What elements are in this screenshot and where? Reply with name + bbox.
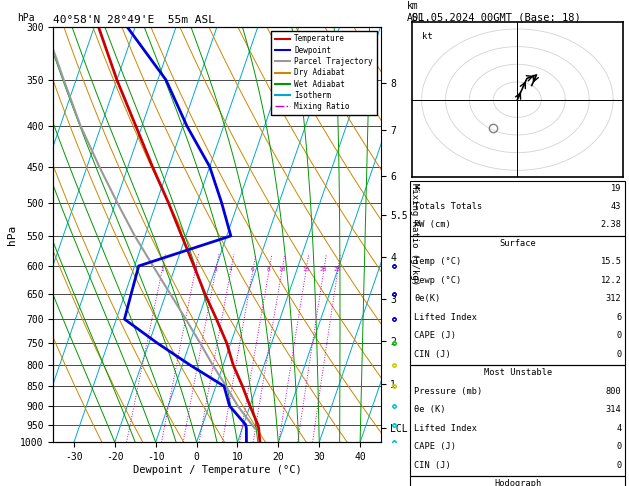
Text: CAPE (J): CAPE (J) — [414, 442, 456, 451]
Text: 4: 4 — [229, 267, 233, 272]
Text: 10: 10 — [278, 267, 286, 272]
Text: 2: 2 — [193, 267, 197, 272]
Text: PW (cm): PW (cm) — [414, 221, 450, 229]
Text: 12.2: 12.2 — [601, 276, 621, 285]
Text: 0: 0 — [616, 331, 621, 340]
Text: 6: 6 — [616, 313, 621, 322]
Text: 6: 6 — [251, 267, 255, 272]
Text: Lifted Index: Lifted Index — [414, 424, 477, 433]
Text: km
ASL: km ASL — [407, 1, 425, 22]
Text: kt: kt — [421, 33, 432, 41]
Y-axis label: Mixing Ratio (g/kg): Mixing Ratio (g/kg) — [410, 183, 419, 286]
Text: Most Unstable: Most Unstable — [484, 368, 552, 377]
Text: 800: 800 — [606, 387, 621, 396]
Text: 40°58'N 28°49'E  55m ASL: 40°58'N 28°49'E 55m ASL — [53, 15, 216, 25]
Text: Temp (°C): Temp (°C) — [414, 258, 461, 266]
Text: 19: 19 — [611, 184, 621, 192]
Text: Hodograph: Hodograph — [494, 479, 542, 486]
Text: Lifted Index: Lifted Index — [414, 313, 477, 322]
Text: Dewp (°C): Dewp (°C) — [414, 276, 461, 285]
Text: Totals Totals: Totals Totals — [414, 202, 482, 211]
Text: 3: 3 — [214, 267, 218, 272]
Text: θe(K): θe(K) — [414, 295, 440, 303]
Text: 0: 0 — [616, 442, 621, 451]
Text: 25: 25 — [334, 267, 342, 272]
X-axis label: Dewpoint / Temperature (°C): Dewpoint / Temperature (°C) — [133, 465, 301, 475]
Text: 2.38: 2.38 — [601, 221, 621, 229]
Text: hPa: hPa — [18, 13, 35, 22]
Text: 4: 4 — [616, 424, 621, 433]
Text: 1: 1 — [160, 267, 164, 272]
Y-axis label: hPa: hPa — [8, 225, 18, 244]
Text: 43: 43 — [611, 202, 621, 211]
Text: CIN (J): CIN (J) — [414, 461, 450, 469]
Text: 15.5: 15.5 — [601, 258, 621, 266]
Text: 01.05.2024 00GMT (Base: 18): 01.05.2024 00GMT (Base: 18) — [412, 12, 581, 22]
Text: CAPE (J): CAPE (J) — [414, 331, 456, 340]
Text: CIN (J): CIN (J) — [414, 350, 450, 359]
Text: 15: 15 — [302, 267, 309, 272]
Text: θe (K): θe (K) — [414, 405, 445, 414]
Text: K: K — [414, 184, 419, 192]
Text: 312: 312 — [606, 295, 621, 303]
Text: Pressure (mb): Pressure (mb) — [414, 387, 482, 396]
Text: 20: 20 — [320, 267, 327, 272]
Text: 314: 314 — [606, 405, 621, 414]
Text: 0: 0 — [616, 461, 621, 469]
Text: Surface: Surface — [499, 239, 536, 248]
Text: 8: 8 — [267, 267, 270, 272]
Legend: Temperature, Dewpoint, Parcel Trajectory, Dry Adiabat, Wet Adiabat, Isotherm, Mi: Temperature, Dewpoint, Parcel Trajectory… — [271, 31, 377, 115]
Text: 0: 0 — [616, 350, 621, 359]
